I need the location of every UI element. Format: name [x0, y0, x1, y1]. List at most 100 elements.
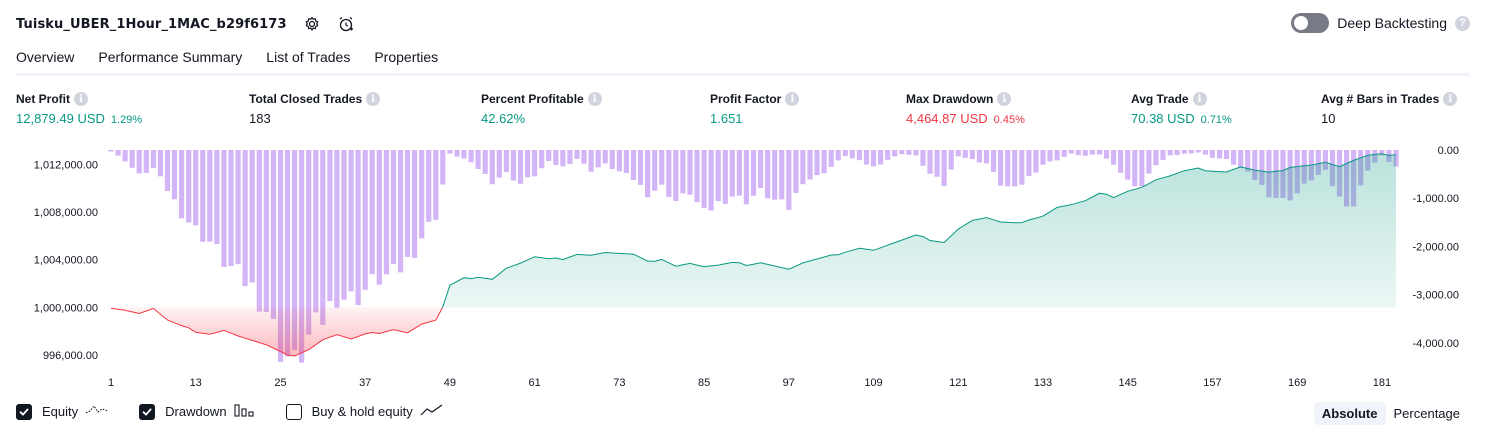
drawdown-bar — [1245, 150, 1251, 172]
chart-legend: Equity Drawdown Buy & hold equity — [16, 403, 474, 420]
deep-backtesting-control: Deep Backtesting ? — [1291, 13, 1470, 33]
metric-label: Avg Trade — [1131, 92, 1189, 106]
drawdown-bar — [440, 150, 446, 185]
drawdown-bar — [1040, 150, 1046, 165]
drawdown-bar — [1216, 150, 1223, 159]
drawdown-bar — [983, 150, 990, 164]
left-axis-tick-label: 996,000.00 — [43, 350, 98, 362]
drawdown-bar — [1075, 150, 1081, 156]
drawdown-bar — [1019, 150, 1025, 185]
drawdown-bar — [426, 150, 432, 222]
tab-divider — [16, 73, 1470, 76]
drawdown-bar — [525, 150, 531, 178]
drawdown-bar — [758, 150, 764, 188]
drawdown-bar — [645, 150, 651, 198]
info-icon[interactable]: i — [366, 92, 381, 106]
drawdown-bar — [292, 150, 298, 350]
drawdown-bar — [878, 150, 884, 165]
drawdown-bar — [835, 150, 841, 161]
deep-backtesting-label: Deep Backtesting — [1337, 15, 1447, 31]
drawdown-bar — [934, 150, 940, 177]
right-axis-tick-label: 0.00 — [1438, 145, 1459, 157]
help-icon[interactable]: ? — [1455, 15, 1470, 31]
drawdown-bar — [454, 150, 460, 157]
x-axis-tick-label: 109 — [864, 377, 882, 389]
buy-hold-checkbox[interactable] — [285, 403, 302, 420]
drawdown-bar — [927, 150, 933, 174]
metric-value: 42.62% — [481, 111, 526, 126]
metric-profit-factor: Profit Factor i 1.651 — [710, 92, 800, 126]
tab-list-of-trades[interactable]: List of Trades — [266, 49, 351, 65]
drawdown-bar — [722, 150, 728, 204]
percentage-button[interactable]: Percentage — [1393, 406, 1461, 421]
equity-line-negative — [110, 307, 444, 357]
x-axis-tick-label: 169 — [1288, 377, 1306, 389]
drawdown-bar — [433, 150, 439, 220]
tab-performance-summary[interactable]: Performance Summary — [98, 49, 243, 65]
absolute-button[interactable]: Absolute — [1313, 402, 1386, 425]
drawdown-bar — [863, 150, 870, 165]
drawdown-bar — [1167, 150, 1173, 156]
legend-buy-hold[interactable]: Buy & hold equity — [285, 403, 444, 420]
legend-label: Buy & hold equity — [311, 404, 413, 419]
tab-properties[interactable]: Properties — [374, 49, 439, 65]
drawdown-bar — [108, 150, 114, 152]
metric-max-drawdown: Max Drawdown i 4,464.87 USD 0.45% — [906, 92, 1025, 126]
drawdown-bar — [1259, 150, 1265, 185]
drawdown-bar — [503, 150, 509, 172]
x-axis-tick-label: 181 — [1373, 377, 1391, 389]
x-axis-tick-label: 121 — [949, 377, 967, 389]
metric-label: Max Drawdown — [906, 92, 994, 106]
drawdown-bar — [404, 150, 411, 257]
metric-net-profit: Net Profit i 12,879.49 USD 1.29% — [16, 92, 142, 126]
info-icon[interactable]: i — [785, 92, 800, 106]
info-icon[interactable]: i — [587, 92, 602, 106]
drawdown-bar — [553, 150, 559, 165]
legend-drawdown[interactable]: Drawdown — [139, 403, 255, 420]
drawdown-bar — [616, 150, 622, 172]
gear-icon[interactable] — [303, 15, 321, 33]
info-icon[interactable]: i — [1443, 92, 1458, 106]
drawdown-bar — [461, 150, 467, 159]
drawdown-bar — [913, 150, 919, 156]
tab-overview[interactable]: Overview — [16, 44, 75, 76]
metric-value: 183 — [249, 111, 271, 126]
drawdown-bar — [588, 150, 594, 172]
alarm-plus-icon[interactable] — [337, 15, 355, 33]
drawdown-bar — [270, 150, 276, 319]
metric-label: Net Profit — [16, 92, 70, 106]
drawdown-bar — [496, 150, 502, 178]
metric-label: Profit Factor — [710, 92, 782, 106]
drawdown-bar — [115, 150, 121, 156]
drawdown-bar — [581, 150, 587, 164]
info-icon[interactable]: i — [1192, 92, 1207, 106]
drawdown-bar — [313, 150, 319, 313]
drawdown-bar — [489, 150, 495, 185]
drawdown-bar — [193, 150, 199, 226]
drawdown-bar — [320, 150, 326, 325]
drawdown-checkbox[interactable] — [139, 403, 156, 420]
info-icon[interactable]: i — [997, 92, 1012, 106]
legend-label: Equity — [42, 404, 79, 419]
equity-checkbox[interactable] — [16, 403, 32, 420]
drawdown-bar — [179, 150, 185, 219]
info-icon[interactable]: i — [74, 92, 88, 106]
drawdown-bar — [475, 150, 481, 169]
metric-label: Total Closed Trades — [249, 92, 363, 106]
metric-total-closed-trades: Total Closed Trades i 183 — [249, 92, 381, 126]
drawdown-bar — [1238, 150, 1244, 168]
drawdown-bar — [708, 150, 714, 211]
x-axis-tick-label: 145 — [1119, 377, 1137, 389]
drawdown-bar — [1012, 150, 1018, 187]
drawdown-bar — [1195, 150, 1201, 153]
x-axis-tick-label: 73 — [613, 377, 625, 389]
metric-value: 12,879.49 USD — [16, 111, 105, 126]
legend-equity[interactable]: Equity — [16, 403, 109, 420]
x-axis-tick-label: 49 — [444, 377, 456, 389]
drawdown-bar — [595, 150, 601, 168]
deep-backtesting-toggle[interactable] — [1291, 13, 1330, 33]
drawdown-bar — [1315, 150, 1321, 175]
drawdown-bar — [1146, 150, 1152, 174]
equity-line-icon — [85, 403, 109, 420]
drawdown-bar — [1160, 150, 1166, 160]
